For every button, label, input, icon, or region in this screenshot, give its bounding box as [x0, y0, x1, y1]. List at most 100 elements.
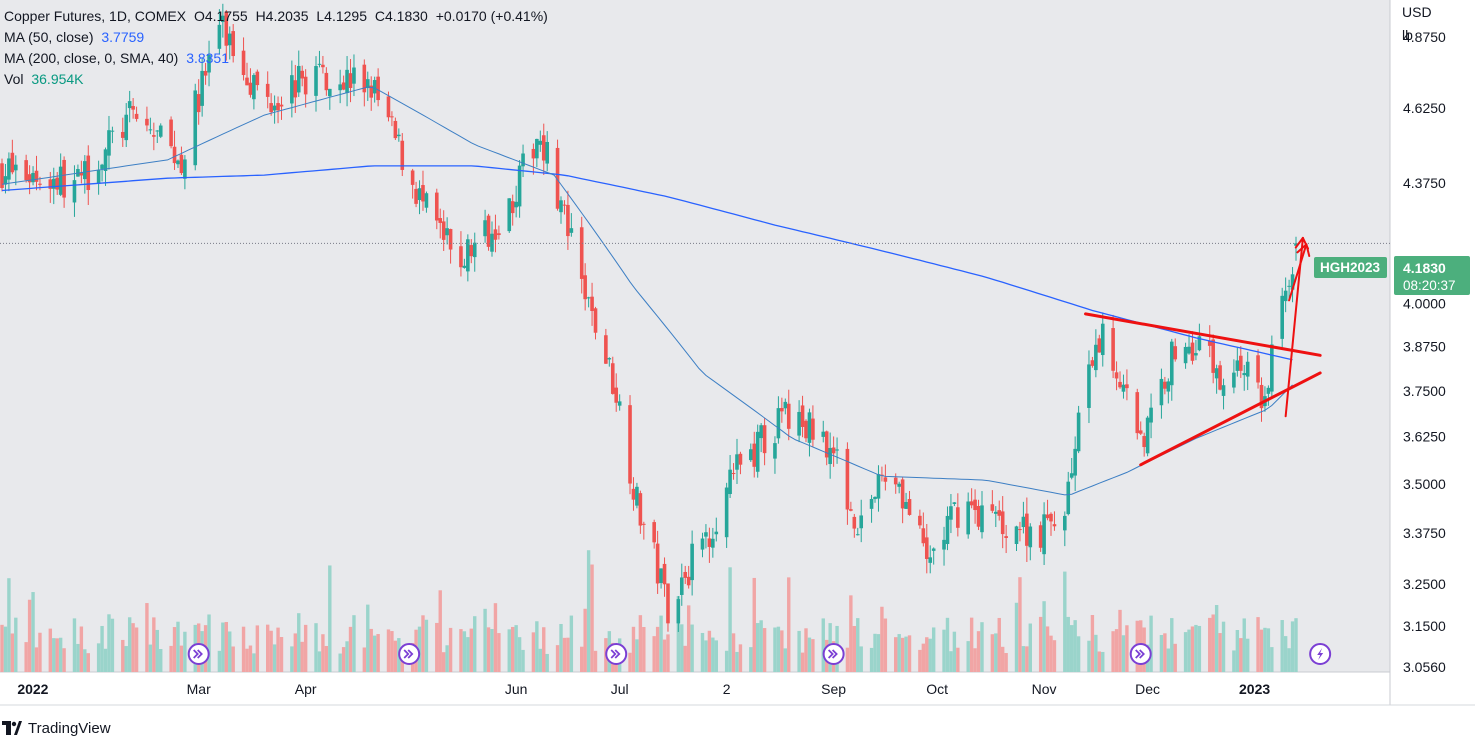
volume-bar [441, 652, 446, 672]
candle-body [921, 528, 926, 544]
candle-body [1290, 274, 1295, 290]
symbol-title[interactable]: Copper Futures, 1D, COMEX [4, 8, 187, 24]
volume-bar [58, 637, 63, 672]
candle-body [14, 164, 18, 171]
candle-body [203, 70, 208, 76]
volume-bar [776, 626, 781, 672]
volume-bar [690, 624, 694, 672]
volume-bar [79, 626, 84, 672]
candle-body [72, 180, 77, 203]
lightning-glyph [1317, 648, 1324, 660]
candle-body [1069, 473, 1074, 478]
volume-bar [680, 624, 684, 672]
volume-bar [880, 606, 884, 672]
volume-bar [183, 631, 187, 672]
ma200-row[interactable]: MA (200, close, 0, SMA, 40) 3.8351 [4, 48, 548, 69]
candle-body [945, 515, 950, 545]
volume-bar [700, 632, 705, 672]
candle-body [196, 94, 201, 113]
candle-body [362, 64, 367, 93]
candle-body [1197, 336, 1202, 351]
volume-bar [100, 625, 104, 672]
volume-bar [483, 608, 487, 672]
volume-bar [127, 617, 132, 672]
volume-bar [231, 646, 235, 672]
volume-bar [241, 626, 246, 672]
candle-body [410, 170, 415, 185]
volume-bar [869, 647, 874, 672]
volume-bar [849, 595, 853, 672]
candle-body [369, 85, 374, 98]
candle-body [607, 358, 612, 360]
last-price-badge: HGH2023 4.1830 08:20:37 [1314, 256, 1470, 295]
candle-body [1266, 387, 1271, 394]
time-tick-label: Sep [821, 681, 846, 697]
candle-body [1211, 339, 1215, 373]
volume-bar [724, 650, 729, 672]
candle-body [1187, 346, 1191, 354]
candle-body [272, 105, 277, 111]
candle-body [55, 177, 60, 190]
time-tick-label: Mar [187, 681, 211, 697]
candle-body [1169, 341, 1174, 386]
volume-bar [990, 634, 995, 672]
open-value: O4.1755 [193, 8, 248, 24]
ma50-row[interactable]: MA (50, close) 3.7759 [4, 27, 548, 48]
volume-row[interactable]: Vol 36.954K [4, 69, 548, 90]
volume-bar [459, 629, 463, 672]
candle-body [773, 443, 777, 459]
volume-bar [1125, 625, 1129, 672]
arrow-shaft [1288, 243, 1308, 302]
trendline-drawings[interactable] [1084, 236, 1322, 467]
price-label: 4.1830 [1403, 260, 1446, 276]
candle-body [1218, 365, 1222, 390]
candle-body [231, 31, 235, 57]
dividend-event-icon[interactable] [398, 643, 421, 665]
candle-body [193, 90, 198, 166]
candle-body [579, 227, 584, 279]
volume-bar [894, 637, 898, 672]
event-markers[interactable] [187, 643, 1332, 665]
volume-bar [845, 647, 850, 672]
candle-body [134, 113, 139, 119]
volume-bar [303, 624, 308, 672]
tradingview-brand[interactable]: TradingView [2, 716, 111, 740]
volume-bar [542, 627, 546, 672]
candle-body [269, 103, 273, 113]
candle-body [1270, 344, 1274, 392]
candle-body [421, 185, 425, 202]
price-tick-label: 3.3750 [1403, 525, 1446, 541]
candle-body [300, 70, 305, 79]
candle-body [110, 130, 115, 132]
volume-bar [1073, 620, 1077, 672]
volume-bar [321, 634, 325, 672]
candle-body [276, 103, 280, 111]
candle-body [569, 228, 574, 233]
volume-bar [997, 617, 1001, 672]
volume-bar [1166, 648, 1171, 672]
dividend-event-icon[interactable] [605, 643, 628, 665]
earnings-event-icon[interactable] [1309, 643, 1332, 665]
volume-bar [110, 618, 115, 672]
volume-bar [635, 639, 639, 672]
candle-body [1073, 448, 1077, 476]
candle-body [265, 83, 270, 97]
volume-bar [34, 647, 39, 672]
dividend-event-icon[interactable] [1129, 643, 1152, 665]
ma200-label: MA (200, close, 0, SMA, 40) [4, 50, 179, 66]
volume-bar [124, 646, 128, 672]
candle-body [993, 511, 998, 514]
dividend-event-icon[interactable] [822, 643, 845, 665]
volume-bar [159, 649, 163, 672]
volume-bar [390, 631, 394, 672]
dividend-event-icon[interactable] [187, 643, 210, 665]
candle-body [376, 76, 380, 101]
volume-bar [172, 627, 177, 672]
volume-bar [780, 630, 784, 672]
close-value: C4.1830 [374, 8, 428, 24]
volume-bar [1070, 625, 1074, 672]
volume-bar [590, 564, 594, 672]
chevron-glyph [1135, 649, 1145, 659]
candle-body [1014, 526, 1019, 544]
